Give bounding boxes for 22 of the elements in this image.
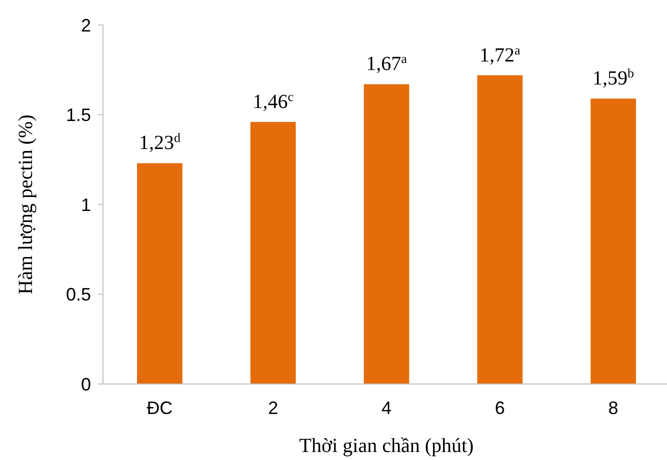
- data-label: 1,72$^{a}$: [480, 42, 521, 66]
- y-tick-label: 0.5: [66, 284, 91, 305]
- y-tick-label: 2: [80, 15, 91, 36]
- x-axis-title: Thời gian chần (phút): [299, 435, 474, 457]
- bar: [250, 122, 296, 384]
- y-tick-label: 0: [80, 374, 91, 394]
- y-axis-title: Hàm lượng pectin (%): [15, 114, 37, 294]
- x-tick-label: 2: [268, 398, 278, 418]
- bar: [137, 163, 182, 384]
- bar: [364, 84, 410, 384]
- bar: [477, 75, 523, 384]
- data-label: 1,46$^{c}$: [252, 88, 294, 113]
- data-label: 1,23$^{d}$: [138, 130, 181, 154]
- x-tick-label: 8: [608, 398, 618, 418]
- x-tick-label: ĐC: [146, 398, 173, 418]
- x-tick-label: 6: [494, 398, 505, 418]
- data-label: 1,59$^{b}$: [592, 65, 634, 90]
- x-tick-label: 4: [381, 398, 392, 418]
- y-tick-label: 1.5: [66, 105, 91, 126]
- data-label: 1,67$^{a}$: [366, 50, 408, 76]
- y-tick-label: 1: [80, 194, 91, 215]
- bar: [590, 98, 636, 384]
